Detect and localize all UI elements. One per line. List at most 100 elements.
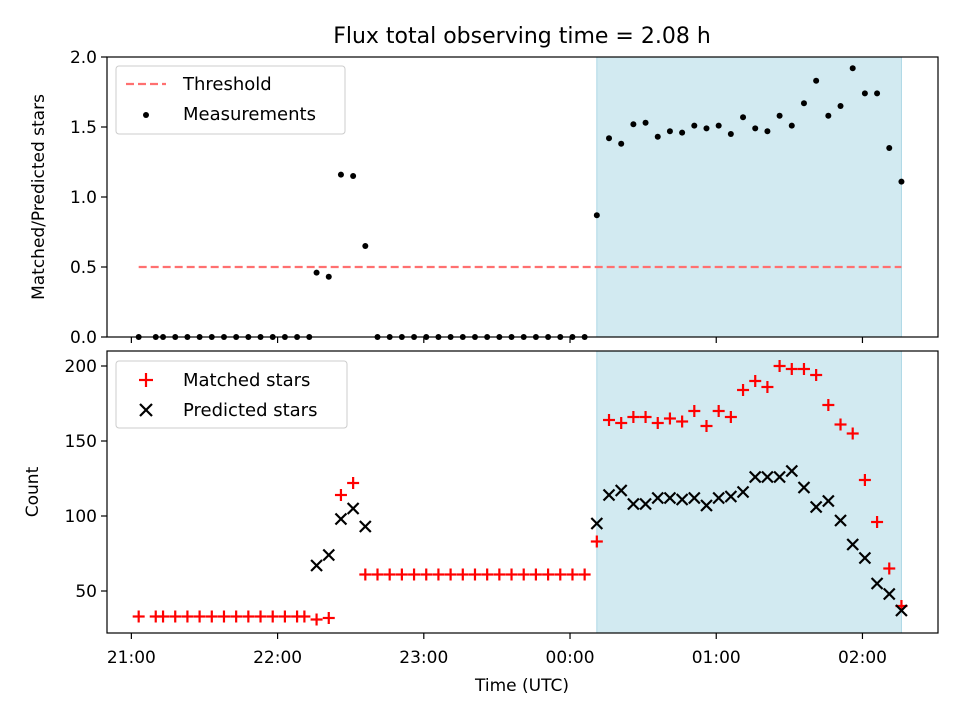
predicted-star-point: [761, 470, 774, 484]
x-tick-label: 22:00: [253, 648, 302, 668]
matched-star-point: [517, 568, 530, 581]
measurement-point: [874, 90, 881, 97]
y-tick-label: 50: [75, 582, 97, 602]
matched-star-point: [347, 477, 360, 489]
x-tick-label: 01:00: [692, 648, 741, 668]
measurement-point: [800, 100, 807, 107]
predicted-star-point: [822, 494, 835, 508]
matched-star-point: [383, 568, 396, 581]
matched-star-point: [810, 369, 823, 381]
measurement-point: [898, 178, 905, 185]
predicted-star-point: [736, 485, 750, 499]
measurement-point: [740, 114, 747, 121]
bottom-legend-box: [115, 360, 348, 429]
predicted-stars-points: [310, 464, 908, 617]
predicted-star-point: [797, 481, 811, 494]
y-tick-label: 1.0: [70, 188, 97, 208]
bottom-x-ticks: 21:00 22:00 23:00 00:00 01:00 02:00: [107, 633, 887, 668]
top-panel: 0.00.51.01.52.0 Matched/Predicted stars …: [29, 48, 939, 348]
matched-star-point: [871, 516, 884, 528]
matched-star-point: [205, 610, 218, 623]
legend-threshold-label: Threshold: [182, 74, 272, 95]
top-observing-window-shade: [596, 56, 902, 338]
matched-star-point: [700, 420, 713, 432]
matched-star-point: [420, 568, 433, 581]
matched-star-point: [603, 414, 616, 426]
matched-star-point: [529, 568, 542, 581]
predicted-star-point: [834, 514, 847, 527]
predicted-star-point: [700, 499, 713, 512]
matched-star-point: [278, 610, 291, 623]
matched-star-point: [169, 610, 182, 623]
matched-star-point: [883, 562, 896, 575]
predicted-star-point: [346, 502, 360, 515]
matched-star-point: [797, 363, 810, 375]
measurement-point: [618, 140, 625, 147]
matched-star-point: [432, 568, 445, 581]
matched-star-point: [266, 610, 279, 623]
matched-star-point: [846, 427, 859, 440]
measurement-point: [679, 129, 686, 136]
measurement-point: [691, 122, 698, 129]
predicted-star-point: [870, 577, 884, 590]
measurement-point: [776, 112, 783, 119]
matched-star-point: [334, 489, 347, 501]
measurement-point: [813, 77, 820, 84]
matched-star-point: [254, 610, 267, 623]
predicted-star-point: [627, 497, 640, 511]
measurement-point: [715, 122, 722, 129]
measurement-point: [313, 269, 320, 276]
predicted-star-point: [712, 491, 725, 505]
y-tick-label: 100: [65, 507, 97, 527]
predicted-star-point: [688, 491, 701, 505]
predicted-star-point: [614, 484, 628, 497]
measurement-point: [362, 243, 369, 249]
measurement-point: [861, 90, 868, 97]
predicted-star-point: [748, 470, 762, 484]
legend-matched-swatch: [139, 373, 153, 387]
predicted-star-point: [895, 604, 908, 617]
predicted-star-point: [334, 512, 348, 526]
matched-star-point: [493, 568, 506, 581]
legend-predicted-label: Predicted stars: [183, 400, 317, 421]
legend-predicted-swatch: [139, 403, 153, 417]
measurement-point: [630, 121, 637, 128]
matched-star-point: [310, 613, 323, 626]
predicted-star-point: [310, 559, 323, 572]
y-tick-label: 0.0: [70, 328, 97, 348]
x-tick-label: 23:00: [399, 648, 448, 668]
matched-star-point: [578, 568, 591, 581]
matched-star-point: [566, 568, 579, 581]
matched-star-point: [773, 360, 786, 372]
matched-star-point: [590, 535, 603, 548]
measurement-point: [886, 145, 893, 151]
measurement-point: [337, 171, 344, 178]
top-legend: Threshold Measurements: [115, 65, 346, 135]
legend-matched-label: Matched stars: [183, 370, 310, 391]
matched-star-point: [627, 411, 640, 423]
legend-measurements-swatch: [143, 112, 149, 118]
matched-star-point: [737, 384, 750, 396]
matched-star-point: [242, 610, 255, 623]
predicted-star-point: [858, 551, 872, 565]
chart-title: Flux total observing time = 2.08 h: [333, 24, 711, 49]
matched-star-point: [785, 363, 798, 375]
matched-star-point: [157, 610, 170, 623]
matched-star-point: [371, 568, 384, 581]
measurement-point: [752, 125, 759, 132]
measurement-point: [727, 131, 734, 137]
legend-measurements-label: Measurements: [183, 104, 316, 125]
y-tick-label: 0.5: [70, 258, 97, 278]
predicted-star-point: [785, 464, 799, 478]
matched-star-point: [230, 610, 243, 623]
measurement-point: [788, 122, 795, 129]
matched-star-point: [554, 568, 567, 581]
y-tick-label: 150: [65, 432, 97, 452]
matched-star-point: [712, 405, 725, 417]
predicted-star-point: [773, 470, 786, 484]
bottom-panel: 50 100 150 200 21:00 22:00 23:00 00:00 01:00 02:…: [23, 350, 939, 696]
predicted-star-point: [359, 520, 372, 533]
matched-star-point: [505, 568, 518, 581]
measurement-point: [654, 133, 661, 140]
top-axes-frame: [106, 56, 939, 338]
